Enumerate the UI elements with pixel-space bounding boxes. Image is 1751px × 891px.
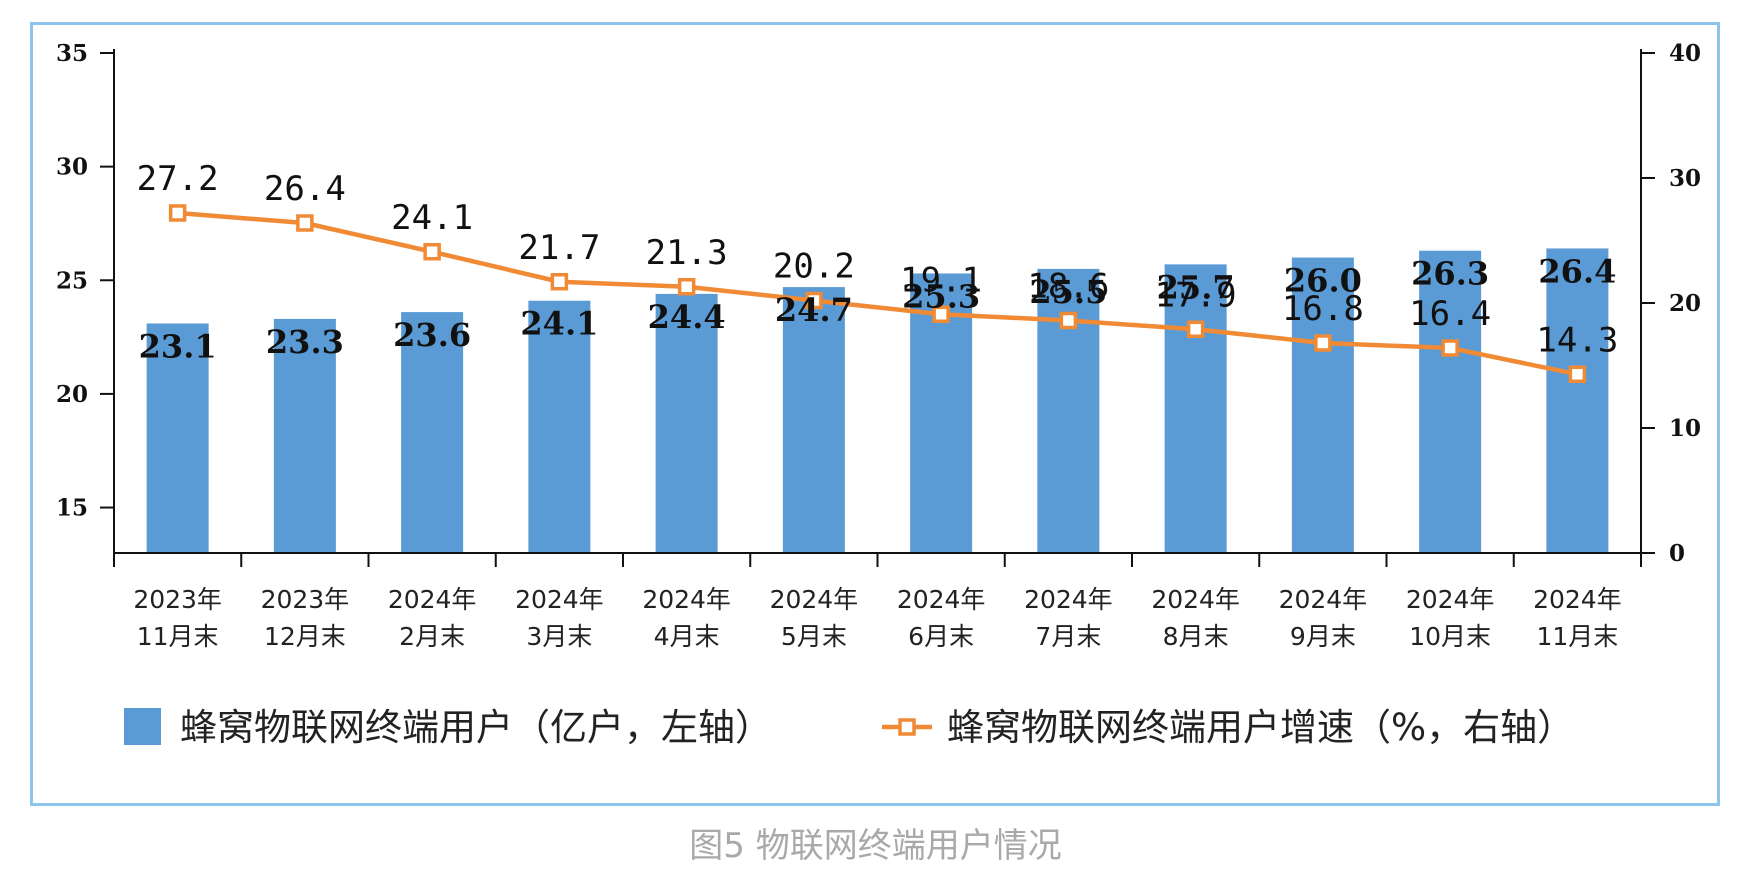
bar-9 — [1164, 264, 1227, 553]
bar-value-label: 23.3 — [266, 323, 344, 361]
legend-line-label: 蜂窝物联网终端用户增速（%，右轴） — [947, 706, 1574, 749]
bar-4 — [528, 300, 591, 553]
x-tick-label-line2: 10月末 — [1409, 622, 1491, 651]
bar-8 — [1037, 268, 1100, 553]
growth-value-label: 19.1 — [900, 260, 982, 300]
growth-marker-7 — [932, 305, 950, 323]
growth-value-label: 24.1 — [391, 198, 473, 238]
bar-12 — [1546, 248, 1609, 554]
bar-value-label: 23.1 — [139, 327, 217, 365]
x-tick-label-line1: 2024年 — [388, 585, 477, 614]
x-tick-label-line2: 3月末 — [526, 622, 592, 651]
legend-bar-swatch — [124, 708, 161, 745]
bar-value-label: 25.7 — [1157, 268, 1235, 306]
growth-marker-10 — [1314, 334, 1332, 352]
y-left-tick-label: 25 — [56, 267, 88, 294]
growth-value-label: 21.7 — [518, 228, 600, 268]
growth-value-label: 18.6 — [1027, 267, 1109, 307]
y-right-tick-label: 10 — [1669, 415, 1701, 442]
bar-6 — [782, 287, 845, 553]
bar-1 — [146, 323, 209, 553]
figure-caption: 图5 物联网终端用户情况 — [689, 826, 1062, 866]
growth-marker-4 — [550, 273, 569, 291]
x-tick-label-line2: 11月末 — [137, 622, 219, 651]
x-tick-label-line2: 7月末 — [1035, 622, 1101, 651]
bar-5 — [655, 293, 718, 553]
x-tick-label-line2: 8月末 — [1163, 622, 1229, 651]
x-tick-label-line2: 5月末 — [781, 622, 847, 651]
bar-value-label: 24.7 — [775, 291, 853, 329]
y-right-tick-label: 30 — [1669, 165, 1701, 192]
growth-value-label: 16.8 — [1282, 289, 1364, 329]
x-tick-label-line2: 4月末 — [654, 622, 720, 651]
growth-line — [177, 210, 1578, 377]
growth-value-label: 20.2 — [773, 247, 855, 287]
bar-10 — [1291, 257, 1354, 553]
x-tick-label-line2: 2月末 — [399, 622, 465, 651]
legend-bar-label: 蜂窝物联网终端用户（亿户，左轴） — [180, 706, 772, 749]
x-tick-label-line1: 2024年 — [770, 585, 859, 614]
x-tick-label-line1: 2024年 — [1533, 585, 1622, 614]
bar-3 — [401, 312, 464, 553]
growth-value-label: 16.4 — [1409, 294, 1491, 334]
bar-11 — [1419, 250, 1482, 553]
y-left-tick-label: 35 — [56, 40, 88, 67]
x-tick-label-line2: 9月末 — [1290, 622, 1356, 651]
x-tick-label-line1: 2024年 — [1024, 585, 1113, 614]
y-right-tick-label: 40 — [1669, 40, 1701, 67]
legend-line-marker — [898, 718, 916, 736]
bar-value-label: 24.4 — [648, 298, 726, 336]
x-tick-label-line1: 2024年 — [1279, 585, 1368, 614]
bar-2 — [273, 318, 336, 553]
bar-value-label: 24.1 — [520, 305, 598, 343]
y-left-tick-label: 15 — [56, 495, 88, 522]
bar-value-label: 23.6 — [393, 316, 471, 354]
y-left-tick-label: 20 — [56, 381, 88, 408]
bar-value-label: 25.5 — [1029, 273, 1107, 311]
x-tick-label-line2: 6月末 — [908, 622, 974, 651]
growth-marker-9 — [1186, 320, 1205, 338]
y-left-tick-label: 30 — [56, 154, 88, 181]
growth-value-label: 17.9 — [1155, 275, 1237, 315]
x-tick-label-line1: 2024年 — [897, 585, 986, 614]
bar-value-label: 26.4 — [1538, 252, 1616, 290]
growth-marker-3 — [423, 243, 441, 261]
growth-marker-12 — [1568, 365, 1587, 383]
x-tick-label-line1: 2024年 — [1406, 585, 1495, 614]
growth-value-label: 14.3 — [1536, 320, 1618, 360]
growth-marker-5 — [677, 278, 696, 296]
bar-value-label: 26.3 — [1411, 255, 1489, 293]
growth-marker-2 — [296, 214, 314, 232]
x-tick-label-line1: 2024年 — [1151, 585, 1240, 614]
growth-marker-11 — [1441, 339, 1459, 357]
x-tick-label-line1: 2023年 — [133, 585, 222, 614]
growth-marker-6 — [805, 291, 823, 310]
growth-marker-8 — [1059, 311, 1078, 330]
x-tick-label-line1: 2024年 — [642, 585, 731, 614]
growth-value-label: 21.3 — [646, 233, 728, 273]
growth-value-label: 27.2 — [137, 159, 219, 199]
bar-value-label: 26.0 — [1284, 262, 1362, 300]
x-tick-label-line2: 12月末 — [264, 622, 346, 651]
x-tick-label-line1: 2023年 — [261, 585, 350, 614]
growth-value-label: 26.4 — [264, 169, 346, 209]
y-right-tick-label: 20 — [1669, 290, 1701, 317]
x-tick-label-line2: 11月末 — [1536, 622, 1618, 651]
growth-marker-1 — [168, 204, 187, 222]
bar-value-label: 25.3 — [902, 277, 980, 315]
y-right-tick-label: 0 — [1669, 540, 1685, 567]
x-tick-label-line1: 2024年 — [515, 585, 604, 614]
